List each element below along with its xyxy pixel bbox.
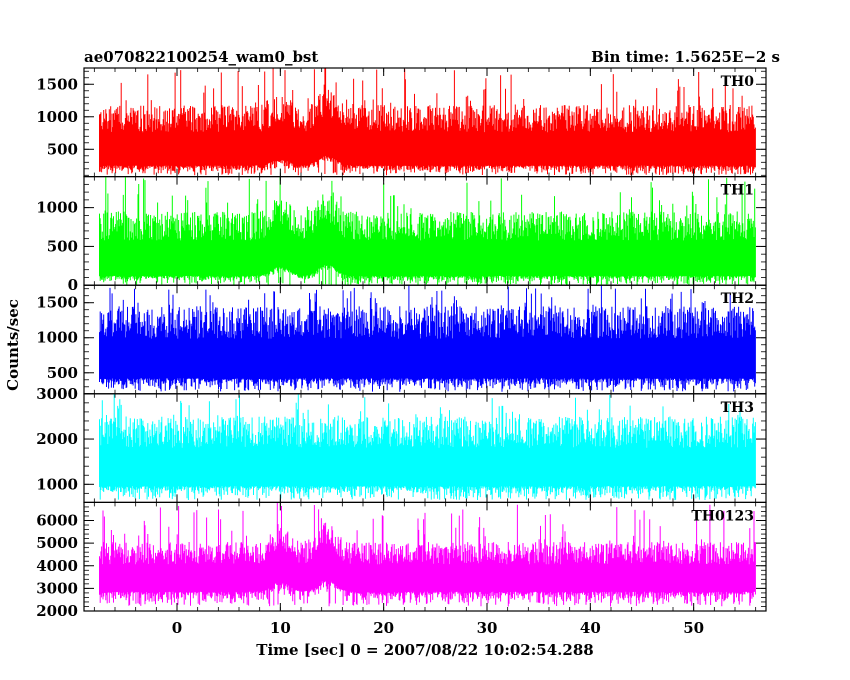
- panel-th0: 500 1000 1500 TH0: [36, 67, 767, 178]
- series-label-th2: TH2: [721, 291, 754, 307]
- x-tick-label: 20: [373, 619, 394, 637]
- observation-title: ae070822100254_wam0_bst: [84, 48, 318, 66]
- series-label-th0: TH0: [721, 74, 755, 90]
- series-line-th3: [99, 394, 756, 501]
- series-label-th3: TH3: [721, 400, 754, 416]
- y-tick-label: 1500: [36, 75, 78, 93]
- series-line-th0: [99, 68, 756, 176]
- y-tick-label: 500: [47, 237, 78, 255]
- series-line-th0123: [99, 502, 756, 607]
- y-tick-label: 2000: [36, 602, 78, 620]
- y-tick-label: 1000: [36, 475, 78, 493]
- x-tick-label: 0: [172, 619, 182, 637]
- y-tick-label: 1500: [36, 294, 78, 312]
- x-tick-label: 30: [477, 619, 498, 637]
- y-tick-label: 500: [47, 140, 78, 158]
- y-tick-label: 1000: [36, 199, 78, 217]
- series-line-th2: [99, 285, 756, 392]
- x-tick-label: 40: [580, 619, 601, 637]
- y-tick-label: 6000: [36, 512, 78, 530]
- series-label-th0123: TH0123: [691, 508, 754, 524]
- y-tick-label: 3000: [36, 385, 78, 403]
- series-label-th1: TH1: [721, 183, 754, 199]
- y-tick-label: 1000: [36, 108, 78, 126]
- y-tick-label: 2000: [36, 430, 78, 448]
- panel-th3: 1000 2000 3000 TH3: [36, 385, 767, 503]
- series-line-th1: [99, 176, 756, 286]
- y-axis-label: Counts/sec: [4, 299, 22, 391]
- y-tick-label: 4000: [36, 557, 78, 575]
- bin-time-label: Bin time: 1.5625E−2 s: [591, 48, 780, 66]
- panel-th0123: 2000 3000 4000 5000 6000 TH0123: [36, 501, 767, 620]
- x-axis-label: Time [sec] 0 = 2007/08/22 10:02:54.288: [256, 641, 593, 659]
- panel-th1: 0 500 1000 TH1: [36, 176, 767, 294]
- panel-th2: 500 1000 1500 TH2: [36, 284, 767, 395]
- x-tick-label: 50: [683, 619, 704, 637]
- y-tick-label: 0: [68, 276, 78, 294]
- x-tick-label: 10: [270, 619, 291, 637]
- y-tick-label: 1000: [36, 329, 78, 347]
- y-tick-label: 500: [47, 364, 78, 382]
- y-tick-label: 5000: [36, 534, 78, 552]
- y-tick-label: 3000: [36, 579, 78, 597]
